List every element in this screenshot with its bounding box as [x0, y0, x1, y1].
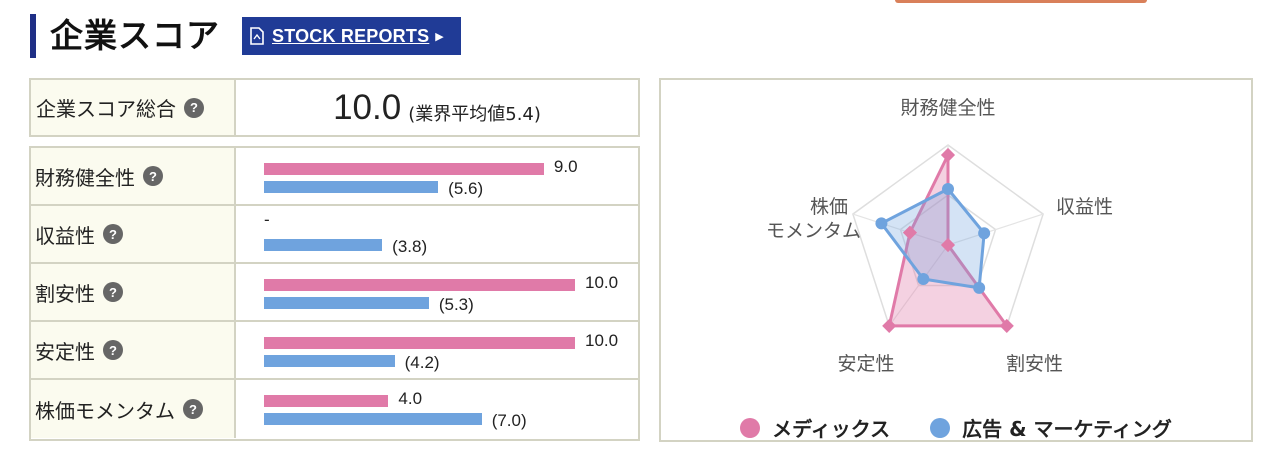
company-value: 10.0 [585, 273, 619, 292]
company-value: - [264, 210, 270, 229]
radar-axis-label: 株価モメンタム [766, 196, 861, 242]
radar-point-industry [973, 281, 986, 294]
radar-spoke [888, 244, 949, 327]
industry-value: (3.8) [392, 237, 428, 256]
metric-label-cell: 割安性 ? [31, 264, 236, 320]
industry-value: (4.2) [404, 353, 440, 372]
arrow-right-icon: ▶ [435, 29, 444, 43]
help-icon[interactable]: ? [103, 340, 123, 360]
metric-bar-cell: 9.0 (5.6) [236, 148, 638, 204]
metric-label-cell: 安定性 ? [31, 322, 236, 378]
metric-label-cell: 財務健全性 ? [31, 148, 236, 204]
metric-row: 収益性 ? - (3.8) [31, 206, 638, 264]
radar-point-company [999, 318, 1014, 333]
metric-bar-cell: - (3.8) [236, 206, 638, 262]
radar-point-industry [942, 183, 954, 195]
radar-point-company [940, 147, 956, 163]
radar-point-industry [978, 227, 991, 240]
metric-row: 株価モメンタム ? 4.0 (7.0) [31, 380, 638, 438]
chart-legend: メディックス 広告 & マーケティング [661, 413, 1251, 442]
company-bar [264, 279, 575, 291]
metric-label: 安定性 [35, 339, 95, 364]
help-icon[interactable]: ? [143, 166, 163, 186]
metric-bar-cell: 10.0 (4.2) [236, 322, 638, 378]
help-icon[interactable]: ? [183, 399, 203, 419]
total-score-label-cell: 企業スコア総合 ? [31, 80, 236, 135]
metric-label: 割安性 [35, 281, 95, 306]
radar-spoke [947, 213, 1044, 246]
metric-label-cell: 株価モメンタム ? [31, 380, 236, 438]
metric-label: 株価モメンタム [35, 398, 175, 423]
industry-value: (7.0) [491, 411, 527, 430]
radar-axis-label: 安定性 [837, 353, 894, 375]
industry-average: (業界平均値5.4) [408, 103, 541, 125]
total-score-table: 企業スコア総合 ? 10.0 (業界平均値5.4) [29, 78, 640, 137]
legend-item-company[interactable]: メディックス [740, 413, 890, 442]
industry-bar [264, 181, 439, 193]
radar-grid-ring [899, 194, 997, 287]
company-bar [264, 395, 389, 407]
industry-value: (5.3) [438, 295, 474, 314]
help-icon[interactable]: ? [184, 97, 204, 118]
industry-bar [264, 413, 482, 425]
legend-label-company: メディックス [772, 417, 891, 441]
section-title: 企業スコア [50, 16, 220, 55]
help-icon[interactable]: ? [103, 224, 123, 244]
company-bar [264, 163, 544, 175]
legend-dot-industry [930, 417, 951, 438]
company-bar [264, 337, 575, 349]
radar-chart-panel: 財務健全性収益性割安性 安定性 株価モメンタム メディックス 広告 & マーケティン… [659, 78, 1253, 442]
metric-label-cell: 収益性 ? [31, 206, 236, 262]
industry-bar [264, 355, 395, 367]
metric-bar-cell: 4.0 (7.0) [236, 380, 638, 438]
radar-axis-label: 割安性 [1006, 353, 1063, 375]
metric-bar-cell: 10.0 (5.3) [236, 264, 638, 320]
industry-bar [264, 239, 383, 251]
total-score-value: 10.0 [333, 87, 402, 127]
document-icon [250, 27, 264, 45]
radar-axis-label: 収益性 [1056, 196, 1113, 218]
radar-series-area [879, 187, 986, 290]
total-score-label: 企業スコア総合 [36, 97, 176, 121]
company-value: 10.0 [585, 331, 619, 350]
metrics-table: 財務健全性 ? 9.0 (5.6) 収益性 ? - (3.8) 割安性 ? 10… [29, 146, 640, 441]
stock-reports-button[interactable]: STOCK REPORTS ▶ [242, 17, 461, 55]
radar-axis-label: 財務健全性 [900, 97, 995, 119]
header-accent-bar [30, 14, 36, 58]
legend-dot-company [740, 417, 761, 438]
radar-spoke [852, 213, 949, 246]
legend-item-industry[interactable]: 広告 & マーケティング [930, 413, 1172, 442]
metric-row: 割安性 ? 10.0 (5.3) [31, 264, 638, 322]
industry-bar [264, 297, 429, 309]
radar-point-company [882, 318, 897, 333]
radar-point-industry [875, 217, 888, 230]
help-icon[interactable]: ? [103, 282, 123, 302]
legend-label-industry: 広告 & マーケティング [962, 417, 1172, 441]
section-header: 企業スコア STOCK REPORTS ▶ [30, 14, 461, 58]
metric-label: 財務健全性 [35, 165, 135, 190]
company-value: 9.0 [553, 157, 578, 176]
radar-point-company [940, 237, 956, 253]
metric-row: 安定性 ? 10.0 (4.2) [31, 322, 638, 380]
industry-value: (5.6) [448, 179, 484, 198]
stock-reports-label: STOCK REPORTS [272, 25, 430, 46]
company-value: 4.0 [398, 389, 423, 408]
total-score-value-cell: 10.0 (業界平均値5.4) [236, 80, 638, 135]
radar-point-industry [917, 272, 930, 285]
metric-row: 財務健全性 ? 9.0 (5.6) [31, 148, 638, 206]
top-strip [895, 0, 1147, 3]
metric-label: 収益性 [35, 223, 95, 248]
